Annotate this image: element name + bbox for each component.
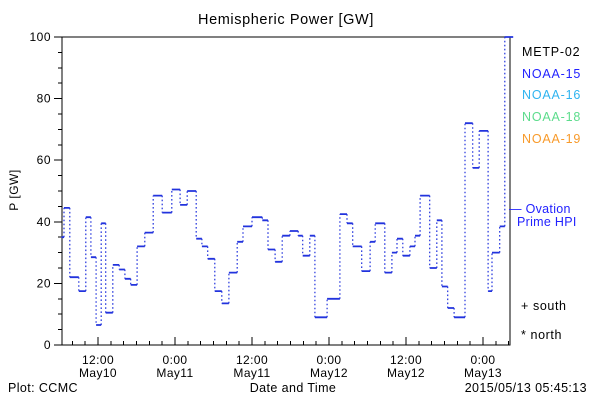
step-connectors	[63, 37, 506, 325]
x-tick-time-label: 0:00	[163, 353, 188, 367]
x-axis-title: Date and Time	[249, 381, 337, 395]
plus-marker-icon: +	[521, 299, 529, 313]
legend-item-noaa16: NOAA-16	[522, 88, 582, 103]
legend-item-ovation-prime-hpi: — Ovation Prime HPI	[509, 203, 577, 229]
x-axis: 12:00May100:00May1112:00May110:00May1212…	[71, 337, 510, 380]
legend-item-north: * north	[521, 328, 562, 342]
x-tick-time-label: 0:00	[471, 353, 496, 367]
x-tick-time-label: 12:00	[82, 353, 114, 367]
x-tick-date-label: May13	[464, 366, 502, 380]
data-series-ovation-prime-hpi	[61, 36, 514, 326]
satellite-legend: METP-02 NOAA-15 NOAA-16 NOAA-18 NOAA-19	[522, 42, 581, 150]
line-style-sample-icon: —	[509, 202, 522, 216]
asterisk-marker-icon: *	[521, 328, 527, 342]
y-tick-label: 100	[29, 30, 51, 44]
ovation-label-line1: Ovation	[525, 202, 571, 216]
legend-item-noaa15: NOAA-15	[522, 66, 582, 81]
x-tick-date-label: May11	[233, 366, 270, 380]
y-tick-label: 80	[37, 92, 51, 106]
plot-frame	[61, 36, 511, 346]
south-label: south	[532, 299, 567, 313]
x-tick-date-label: May12	[387, 366, 425, 380]
legend-item-noaa18: NOAA-18	[522, 110, 582, 125]
x-tick-date-label: May10	[79, 366, 117, 380]
y-tick-label: 60	[37, 153, 51, 167]
plot-timestamp: 2015/05/13 05:45:13	[464, 381, 587, 395]
y-axis: 0 20 40 60 80 100	[29, 30, 62, 352]
x-tick-date-label: May12	[310, 366, 348, 380]
x-tick-time-label: 0:00	[317, 353, 342, 367]
chart-title: Hemispheric Power [GW]	[198, 12, 374, 28]
ovation-label-line2: Prime HPI	[517, 215, 577, 229]
legend-item-noaa19: NOAA-19	[522, 131, 582, 146]
legend-item-south: + south	[521, 299, 567, 313]
y-tick-label: 20	[37, 276, 51, 290]
y-tick-label: 0	[44, 338, 51, 352]
x-tick-date-label: May11	[156, 366, 193, 380]
legend-item-metp02: METP-02	[522, 45, 581, 59]
north-label: north	[530, 328, 563, 342]
plot-source-label: Plot: CCMC	[8, 381, 78, 395]
y-tick-label: 40	[37, 215, 51, 229]
x-tick-time-label: 12:00	[390, 353, 422, 367]
step-segments	[61, 36, 514, 326]
x-tick-time-label: 12:00	[236, 353, 268, 367]
